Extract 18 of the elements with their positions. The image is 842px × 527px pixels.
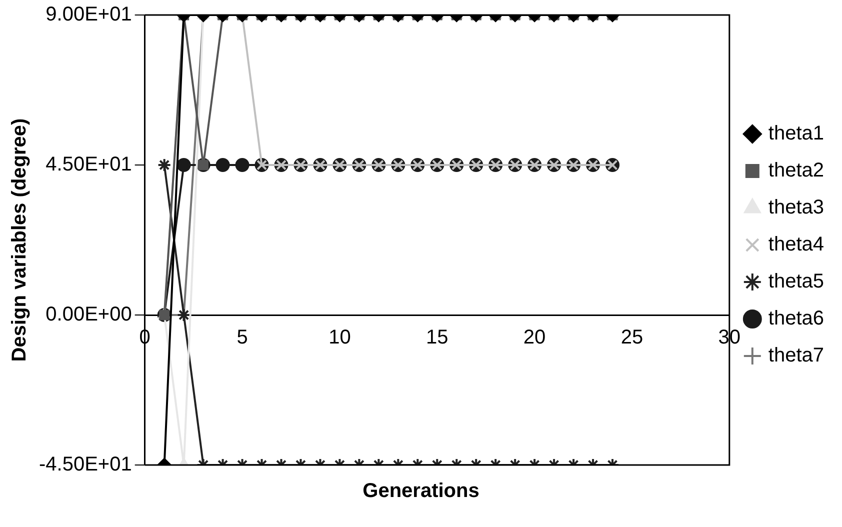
y-tick-label: -4.50E+01 xyxy=(38,454,132,476)
legend-label: theta3 xyxy=(768,196,824,219)
x-tick-label: 10 xyxy=(328,326,351,349)
legend-label: theta2 xyxy=(768,160,824,182)
x-tick-label: 25 xyxy=(620,326,644,349)
y-axis-title: Design variables (degree) xyxy=(8,118,31,362)
y-tick-label: 9.00E+01 xyxy=(46,4,132,26)
x-tick-label: 15 xyxy=(426,326,448,349)
legend-label: theta1 xyxy=(768,122,824,145)
legend-label: theta5 xyxy=(768,270,824,293)
legend-label: theta7 xyxy=(768,344,824,367)
x-tick-label: 20 xyxy=(523,326,546,349)
y-tick-label: 4.50E+01 xyxy=(46,154,132,176)
x-tick-label: 5 xyxy=(236,326,248,349)
legend-label: theta4 xyxy=(768,234,824,256)
y-tick-label: 0.00E+00 xyxy=(46,304,132,326)
x-axis-title: Generations xyxy=(362,480,480,503)
legend-label: theta6 xyxy=(768,308,824,330)
